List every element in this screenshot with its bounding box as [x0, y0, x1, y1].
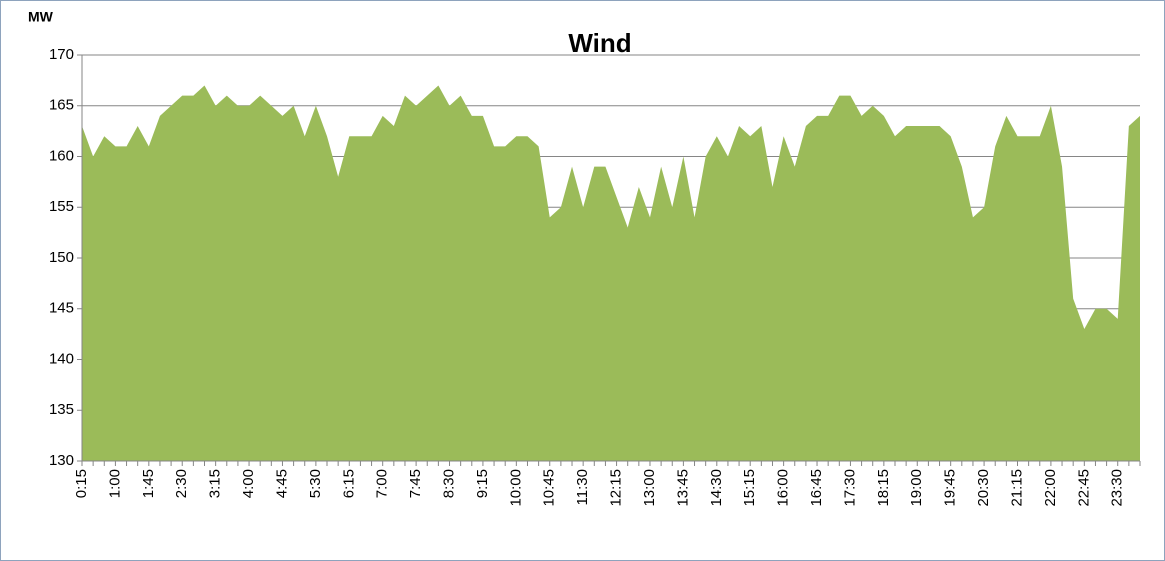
y-tick-label: 170 — [49, 46, 74, 63]
area — [82, 85, 1140, 461]
x-tick-label: 4:00 — [240, 469, 257, 498]
x-tick-label: 19:00 — [908, 469, 925, 507]
x-tick-label: 20:30 — [975, 469, 992, 507]
x-tick-label: 7:00 — [374, 469, 391, 498]
x-tick-label: 3:15 — [207, 469, 224, 498]
y-tick-label: 150 — [49, 249, 74, 266]
y-tick-label: 145 — [49, 300, 74, 317]
x-tick-label: 10:45 — [541, 469, 558, 507]
x-tick-label: 5:30 — [307, 469, 324, 498]
y-tick-label: 160 — [49, 147, 74, 164]
x-tick-label: 2:30 — [173, 469, 190, 498]
chart-title: Wind — [568, 28, 631, 58]
x-tick-label: 10:00 — [507, 469, 524, 507]
x-tick-label: 13:45 — [674, 469, 691, 507]
y-tick-label: 130 — [49, 452, 74, 469]
x-tick-label: 1:00 — [106, 469, 123, 498]
x-tick-label: 21:15 — [1008, 469, 1025, 507]
x-tick-label: 12:15 — [608, 469, 625, 507]
x-tick-label: 16:00 — [775, 469, 792, 507]
x-tick-label: 19:45 — [942, 469, 959, 507]
x-tick-label: 13:00 — [641, 469, 658, 507]
y-tick-label: 135 — [49, 401, 74, 418]
x-tick-label: 6:15 — [340, 469, 357, 498]
y-axis-label: MW — [28, 9, 54, 25]
x-tick-label: 18:15 — [875, 469, 892, 507]
x-tick-label: 14:30 — [708, 469, 725, 507]
x-tick-label: 8:30 — [440, 469, 457, 498]
y-tick-label: 165 — [49, 97, 74, 114]
x-tick-label: 9:15 — [474, 469, 491, 498]
x-tick-label: 0:15 — [73, 469, 90, 498]
x-tick-label: 17:30 — [841, 469, 858, 507]
x-tick-label: 22:45 — [1075, 469, 1092, 507]
x-tick-label: 1:45 — [140, 469, 157, 498]
y-tick-label: 155 — [49, 198, 74, 215]
x-tick-label: 7:45 — [407, 469, 424, 498]
x-tick-label: 16:45 — [808, 469, 825, 507]
x-tick-label: 23:30 — [1109, 469, 1126, 507]
x-tick-label: 4:45 — [273, 469, 290, 498]
x-tick-label: 11:30 — [574, 469, 591, 505]
x-tick-label: 22:00 — [1042, 469, 1059, 507]
x-tick-label: 15:15 — [741, 469, 758, 507]
y-tick-label: 140 — [49, 350, 74, 367]
